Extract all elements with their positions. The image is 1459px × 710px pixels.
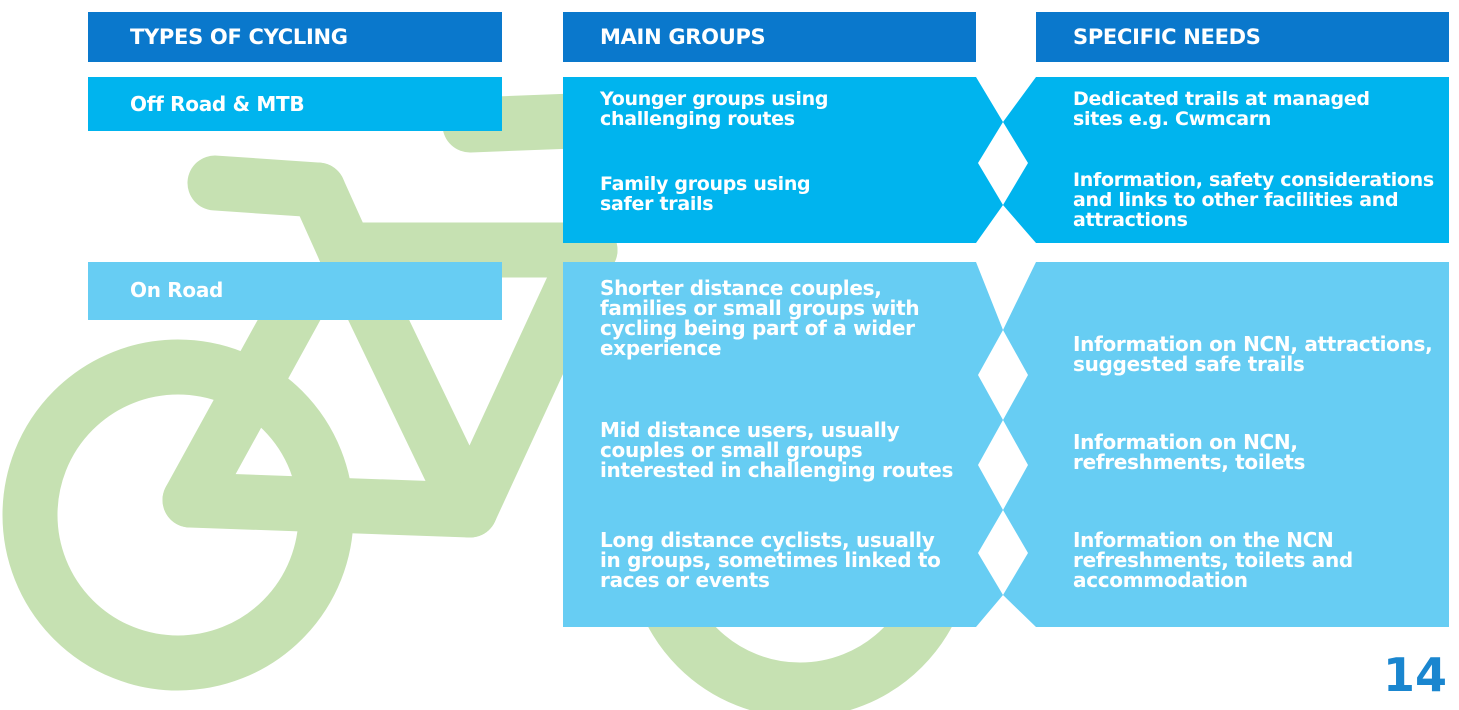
header: MAIN GROUPS [600,25,766,49]
cycling-type: On Road [130,278,224,302]
specific-need: Information on NCN, refreshments, toilet… [1073,430,1306,474]
main-group: Shorter distance couples, families or sm… [600,276,920,360]
specific-need: Dedicated trails at managed sites e.g. C… [1073,88,1370,130]
specific-need: Information, safety considerations and l… [1073,169,1434,231]
main-group: Mid distance users, usually couples or s… [600,418,954,482]
cycling-type: Off Road & MTB [130,92,305,116]
main-group: Family groups using safer trails [600,173,811,215]
main-group: Younger groups using challenging routes [600,88,829,130]
header: SPECIFIC NEEDS [1073,25,1261,49]
specific-need: Information on the NCN refreshments, toi… [1073,528,1353,592]
header: TYPES OF CYCLING [130,25,348,49]
specific-need: Information on NCN, attractions, suggest… [1073,332,1433,376]
page-number: 14 [1382,648,1447,702]
main-group: Long distance cyclists, usually in group… [600,528,941,592]
